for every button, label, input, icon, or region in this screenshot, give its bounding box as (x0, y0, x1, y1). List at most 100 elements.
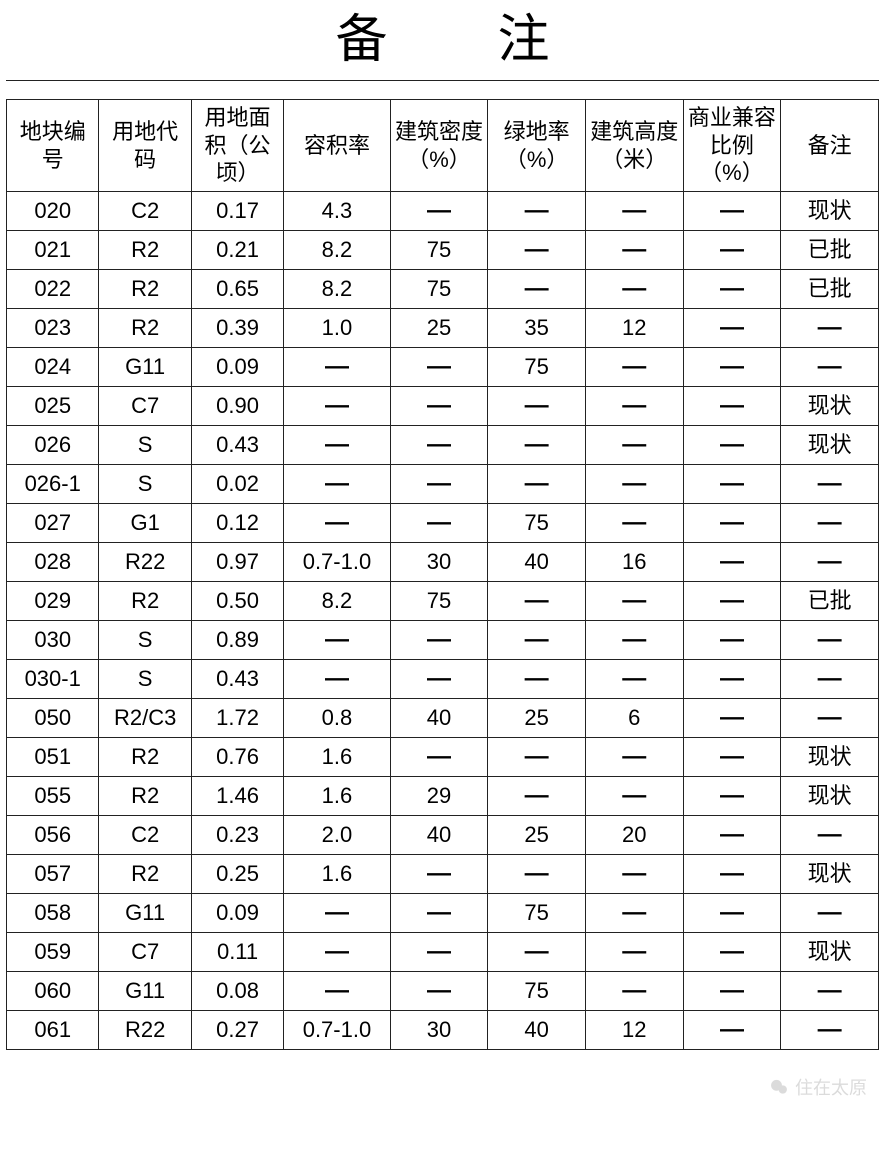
table-cell: R2 (99, 308, 191, 347)
table-row: 026S0.43—————现状 (7, 425, 879, 464)
table-row: 059C70.11—————现状 (7, 932, 879, 971)
table-cell: — (683, 737, 781, 776)
table-cell: 1.6 (284, 737, 390, 776)
table-cell: — (683, 815, 781, 854)
table-cell: 75 (390, 230, 488, 269)
table-cell: 020 (7, 191, 99, 230)
column-header-c1: 用地代码 (99, 100, 191, 192)
table-cell: 029 (7, 581, 99, 620)
table-cell: — (683, 347, 781, 386)
table-cell: S (99, 659, 191, 698)
table-cell: — (585, 659, 683, 698)
table-row: 051R20.761.6————现状 (7, 737, 879, 776)
table-cell: — (781, 893, 879, 932)
table-cell: 026-1 (7, 464, 99, 503)
table-cell: — (781, 347, 879, 386)
table-cell: — (683, 776, 781, 815)
table-cell: — (390, 191, 488, 230)
table-cell: 25 (488, 698, 586, 737)
table-cell: 现状 (781, 425, 879, 464)
table-cell: — (284, 620, 390, 659)
table-cell: — (585, 581, 683, 620)
table-row: 030S0.89—————— (7, 620, 879, 659)
table-cell: 已批 (781, 581, 879, 620)
table-cell: — (585, 230, 683, 269)
table-cell: 75 (488, 503, 586, 542)
table-body: 020C20.174.3————现状021R20.218.275———已批022… (7, 191, 879, 1049)
title-underline (6, 80, 879, 81)
table-cell: — (284, 659, 390, 698)
table-cell: R22 (99, 542, 191, 581)
table-cell: 16 (585, 542, 683, 581)
table-cell: 051 (7, 737, 99, 776)
table-cell: 25 (390, 308, 488, 347)
table-cell: 0.89 (191, 620, 283, 659)
table-cell: 0.76 (191, 737, 283, 776)
table-cell: 023 (7, 308, 99, 347)
table-cell: 75 (390, 581, 488, 620)
table-cell: 现状 (781, 737, 879, 776)
table-cell: — (683, 230, 781, 269)
table-cell: 059 (7, 932, 99, 971)
table-cell: 0.7-1.0 (284, 542, 390, 581)
table-cell: 024 (7, 347, 99, 386)
table-cell: — (585, 971, 683, 1010)
table-cell: 现状 (781, 776, 879, 815)
table-cell: 6 (585, 698, 683, 737)
table-cell: 25 (488, 815, 586, 854)
table-cell: — (585, 620, 683, 659)
table-cell: 022 (7, 269, 99, 308)
table-cell: — (683, 971, 781, 1010)
table-cell: 026 (7, 425, 99, 464)
table-row: 026-1S0.02—————— (7, 464, 879, 503)
table-cell: — (390, 893, 488, 932)
table-cell: 40 (488, 542, 586, 581)
table-row: 060G110.08——75——— (7, 971, 879, 1010)
table-header-row: 地块编号用地代码用地面积（公顷）容积率建筑密度（%）绿地率（%）建筑高度（米）商… (7, 100, 879, 192)
table-cell: — (585, 386, 683, 425)
table-cell: — (585, 893, 683, 932)
table-cell: — (390, 932, 488, 971)
table-cell: 75 (488, 347, 586, 386)
table-cell: 056 (7, 815, 99, 854)
table-cell: — (585, 269, 683, 308)
table-cell: — (390, 659, 488, 698)
table-cell: 0.08 (191, 971, 283, 1010)
data-table: 地块编号用地代码用地面积（公顷）容积率建筑密度（%）绿地率（%）建筑高度（米）商… (6, 99, 879, 1050)
table-cell: — (683, 1010, 781, 1049)
table-cell: — (683, 698, 781, 737)
table-cell: — (781, 815, 879, 854)
table-cell: 0.21 (191, 230, 283, 269)
table-cell: — (585, 191, 683, 230)
table-cell: 0.25 (191, 854, 283, 893)
table-row: 058G110.09——75——— (7, 893, 879, 932)
table-cell: C2 (99, 191, 191, 230)
table-cell: — (585, 932, 683, 971)
table-cell: 0.43 (191, 659, 283, 698)
column-header-c7: 商业兼容比例（%） (683, 100, 781, 192)
table-cell: — (390, 854, 488, 893)
table-cell: — (683, 503, 781, 542)
table-cell: 0.11 (191, 932, 283, 971)
table-cell: — (585, 425, 683, 464)
page-container: 备注 地块编号用地代码用地面积（公顷）容积率建筑密度（%）绿地率（%）建筑高度（… (0, 0, 885, 1170)
table-row: 023R20.391.0253512—— (7, 308, 879, 347)
table-cell: — (781, 620, 879, 659)
page-title: 备注 (0, 0, 885, 80)
table-cell: 0.09 (191, 893, 283, 932)
watermark: 住在太原 (769, 1074, 867, 1100)
table-row: 027G10.12——75——— (7, 503, 879, 542)
table-cell: — (781, 971, 879, 1010)
table-cell: 0.17 (191, 191, 283, 230)
table-cell: — (683, 269, 781, 308)
table-cell: — (390, 620, 488, 659)
table-cell: 75 (488, 971, 586, 1010)
table-cell: 030 (7, 620, 99, 659)
table-cell: — (683, 425, 781, 464)
column-header-c4: 建筑密度（%） (390, 100, 488, 192)
table-cell: R2 (99, 230, 191, 269)
table-cell: — (683, 659, 781, 698)
table-cell: — (488, 620, 586, 659)
table-cell: — (585, 737, 683, 776)
table-cell: R2 (99, 269, 191, 308)
